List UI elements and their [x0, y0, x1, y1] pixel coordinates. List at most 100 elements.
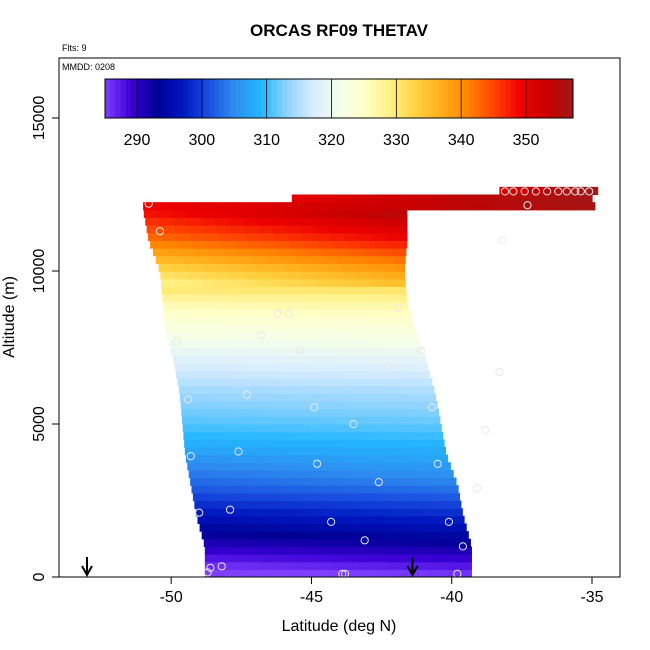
field-cell [356, 271, 372, 280]
colorbar-segment [162, 79, 168, 118]
field-cell [367, 347, 382, 356]
field-cell [409, 347, 423, 356]
field-cell [261, 485, 277, 494]
field-cell [363, 401, 378, 410]
field-cell [195, 408, 210, 417]
colorbar-segment [484, 79, 491, 118]
field-cell [246, 370, 261, 379]
field-cell [216, 271, 232, 280]
field-cell [420, 508, 435, 517]
colorbar-segment [120, 79, 127, 118]
field-cell [449, 515, 465, 525]
field-cell [243, 462, 259, 471]
colorbar-segment [183, 79, 189, 118]
field-cell [320, 500, 336, 509]
field-cell [415, 485, 431, 494]
field-cell [334, 401, 350, 410]
field-cell [420, 416, 436, 425]
field-cell [289, 569, 304, 577]
colorbar-segment [177, 79, 184, 118]
field-cell [244, 362, 260, 372]
field-cell [379, 424, 394, 433]
field-cell [285, 217, 301, 226]
field-cell [383, 462, 399, 471]
field-cell [374, 316, 390, 326]
colorbar-segment [370, 79, 376, 118]
field-cell [415, 546, 430, 555]
field-cell [415, 378, 431, 387]
field-cell [541, 186, 557, 196]
flight-point [383, 361, 392, 370]
field-cell [262, 316, 278, 326]
y-tick-label: 10000 [31, 249, 48, 294]
field-cell [237, 248, 252, 257]
field-cell [232, 546, 248, 555]
field-cell [353, 446, 368, 456]
field-cell [228, 263, 244, 272]
field-cell [207, 324, 222, 333]
field-cell [264, 500, 280, 509]
colorbar-tick-label: 310 [253, 132, 280, 149]
field-cell [527, 186, 543, 196]
field-cell [177, 309, 193, 318]
colorbar-segment [271, 79, 278, 118]
colorbar-segment [531, 79, 538, 118]
field-cell [311, 347, 326, 356]
field-cell [362, 500, 378, 509]
field-cell [351, 515, 367, 525]
field-cell [377, 408, 393, 417]
field-cell [330, 293, 346, 303]
field-cell [277, 492, 292, 502]
field-cell [443, 569, 458, 577]
field-cell [302, 293, 318, 303]
colorbar-segment [151, 79, 158, 118]
field-cell [349, 248, 364, 257]
field-cell [395, 523, 411, 532]
field-cell [190, 370, 205, 379]
field-cell [280, 424, 296, 433]
field-cell [354, 454, 369, 463]
field-cell [283, 446, 298, 456]
flight-point [416, 346, 425, 355]
field-cell [387, 546, 402, 555]
field-cell [400, 293, 408, 303]
field-cell [409, 202, 425, 211]
field-cell [535, 202, 551, 211]
field-cell [166, 248, 182, 257]
colorbar-segment [344, 79, 350, 118]
field-cell [394, 439, 410, 448]
field-cell [375, 324, 391, 333]
flight-point [155, 227, 164, 236]
field-cell [208, 500, 223, 509]
field-cell [406, 416, 422, 425]
y-axis-label: Altitude (m) [1, 276, 18, 358]
field-cell [229, 217, 245, 226]
field-cell [189, 286, 205, 295]
field-cell [241, 523, 257, 532]
field-cell [427, 469, 442, 479]
colorbar-segment [359, 79, 366, 118]
field-cell [267, 431, 283, 440]
field-cell [316, 477, 331, 486]
field-cell [271, 217, 287, 226]
x-axis: -50 -45 -40 -35 [160, 577, 604, 606]
field-cell [359, 569, 374, 577]
field-cell [317, 378, 333, 387]
field-cell [353, 523, 369, 532]
field-cell [360, 240, 376, 249]
field-cell [358, 293, 374, 303]
plot-frame [58, 57, 621, 578]
field-cell [299, 217, 315, 226]
field-cell [202, 362, 218, 372]
field-cell [150, 240, 165, 249]
field-cell [443, 554, 458, 563]
x-tick-label: -50 [160, 589, 183, 606]
field-cell [219, 309, 235, 318]
field-cell [159, 217, 174, 226]
field-cell [390, 500, 406, 509]
field-cell [185, 202, 200, 211]
field-cell [341, 355, 356, 364]
field-cell [163, 301, 178, 310]
field-cell [359, 301, 375, 310]
field-cell [412, 531, 427, 540]
